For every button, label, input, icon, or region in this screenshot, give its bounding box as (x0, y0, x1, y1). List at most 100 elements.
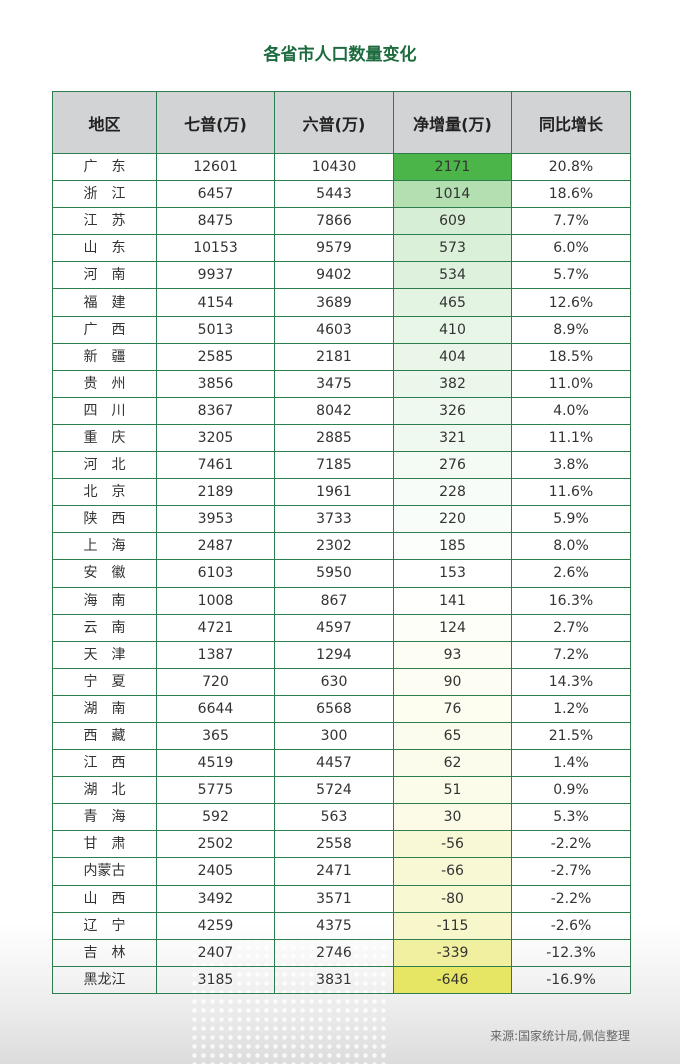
cell-growth: -16.9% (511, 965, 631, 994)
table-row: 上 海 2487 2302 185 8.0% (52, 532, 631, 561)
cell-census7: 7461 (156, 451, 275, 480)
cell-net-increase: 326 (393, 396, 512, 425)
cell-region: 浙 江 (52, 180, 157, 209)
cell-census7: 12601 (156, 152, 275, 182)
table-row: 青 海 592 563 30 5.3% (52, 803, 631, 832)
cell-census6: 3689 (274, 288, 394, 317)
table-row: 新 疆 2585 2181 404 18.5% (52, 342, 631, 371)
cell-region: 贵 州 (52, 369, 157, 398)
cell-census7: 1387 (156, 640, 275, 669)
cell-net-increase: 90 (393, 667, 512, 696)
cell-census6: 1294 (274, 640, 394, 669)
cell-census7: 6644 (156, 694, 275, 723)
cell-region: 云 南 (52, 613, 157, 642)
cell-census6: 3733 (274, 505, 394, 534)
cell-census7: 2502 (156, 830, 275, 859)
table-row: 海 南 1008 867 141 16.3% (52, 586, 631, 615)
cell-census6: 3831 (274, 965, 394, 994)
cell-region: 江 西 (52, 749, 157, 778)
cell-census7: 3856 (156, 369, 275, 398)
cell-census6: 7866 (274, 207, 394, 236)
cell-census6: 3475 (274, 369, 394, 398)
cell-region: 四 川 (52, 396, 157, 425)
cell-growth: 20.8% (511, 152, 631, 182)
table-row: 江 西 4519 4457 62 1.4% (52, 749, 631, 778)
cell-census6: 5443 (274, 180, 394, 209)
table-row: 甘 肃 2502 2558 -56 -2.2% (52, 830, 631, 859)
cell-census7: 2405 (156, 857, 275, 886)
cell-census7: 10153 (156, 234, 275, 263)
cell-census7: 5013 (156, 315, 275, 344)
cell-growth: 16.3% (511, 586, 631, 615)
cell-growth: 0.9% (511, 776, 631, 805)
cell-census6: 867 (274, 586, 394, 615)
header-census6: 六普(万) (274, 91, 394, 154)
cell-growth: -2.2% (511, 884, 631, 913)
table-row: 重 庆 3205 2885 321 11.1% (52, 423, 631, 453)
cell-census6: 563 (274, 803, 394, 832)
cell-growth: 11.0% (511, 369, 631, 398)
cell-net-increase: -646 (393, 965, 512, 994)
table-row: 河 北 7461 7185 276 3.8% (52, 451, 631, 480)
cell-census6: 2471 (274, 857, 394, 886)
cell-census6: 9402 (274, 261, 394, 290)
cell-growth: 18.5% (511, 342, 631, 371)
table-row: 宁 夏 720 630 90 14.3% (52, 667, 631, 696)
cell-census7: 9937 (156, 261, 275, 290)
cell-region: 重 庆 (52, 423, 157, 453)
header-net-increase: 净增量(万) (393, 91, 512, 154)
header-growth: 同比增长 (511, 91, 631, 154)
cell-growth: 21.5% (511, 721, 631, 751)
cell-census7: 2189 (156, 478, 275, 507)
cell-region: 西 藏 (52, 721, 157, 751)
table-header-row: 地区 七普(万) 六普(万) 净增量(万) 同比增长 (52, 91, 631, 154)
cell-census6: 2746 (274, 938, 394, 967)
cell-growth: 7.7% (511, 207, 631, 236)
cell-net-increase: -80 (393, 884, 512, 913)
cell-growth: 2.6% (511, 559, 631, 588)
cell-growth: 8.0% (511, 532, 631, 561)
table-row: 贵 州 3856 3475 382 11.0% (52, 369, 631, 398)
cell-net-increase: 573 (393, 234, 512, 263)
cell-census7: 4259 (156, 911, 275, 940)
cell-net-increase: 276 (393, 451, 512, 480)
cell-growth: 7.2% (511, 640, 631, 669)
cell-net-increase: 141 (393, 586, 512, 615)
cell-region: 内蒙古 (52, 857, 157, 886)
cell-growth: 5.7% (511, 261, 631, 290)
cell-census6: 5950 (274, 559, 394, 588)
cell-census7: 4519 (156, 749, 275, 778)
cell-census6: 2558 (274, 830, 394, 859)
cell-census7: 720 (156, 667, 275, 696)
cell-growth: 14.3% (511, 667, 631, 696)
cell-growth: 1.2% (511, 694, 631, 723)
cell-census7: 3953 (156, 505, 275, 534)
cell-region: 河 南 (52, 261, 157, 290)
header-census7: 七普(万) (156, 91, 275, 154)
cell-census7: 6457 (156, 180, 275, 209)
table-row: 辽 宁 4259 4375 -115 -2.6% (52, 911, 631, 940)
table-row: 云 南 4721 4597 124 2.7% (52, 613, 631, 642)
cell-growth: -12.3% (511, 938, 631, 967)
cell-census6: 3571 (274, 884, 394, 913)
cell-region: 湖 南 (52, 694, 157, 723)
cell-region: 黑龙江 (52, 965, 157, 994)
cell-census7: 4154 (156, 288, 275, 317)
cell-net-increase: -56 (393, 830, 512, 859)
cell-region: 山 西 (52, 884, 157, 913)
source-note: 来源:国家统计局,佩信整理 (490, 1029, 630, 1043)
cell-net-increase: 51 (393, 776, 512, 805)
table-row: 湖 北 5775 5724 51 0.9% (52, 776, 631, 805)
cell-growth: 8.9% (511, 315, 631, 344)
cell-net-increase: -339 (393, 938, 512, 967)
table-row: 北 京 2189 1961 228 11.6% (52, 478, 631, 507)
cell-growth: -2.7% (511, 857, 631, 886)
cell-net-increase: 220 (393, 505, 512, 534)
cell-net-increase: 124 (393, 613, 512, 642)
cell-region: 天 津 (52, 640, 157, 669)
cell-census7: 3205 (156, 423, 275, 453)
table-row: 广 东 12601 10430 2171 20.8% (52, 152, 631, 182)
cell-growth: 11.1% (511, 423, 631, 453)
cell-growth: -2.6% (511, 911, 631, 940)
table-row: 山 西 3492 3571 -80 -2.2% (52, 884, 631, 913)
